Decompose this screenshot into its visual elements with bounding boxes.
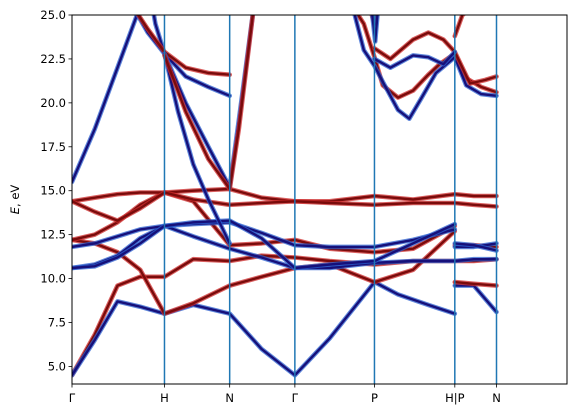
y-axis-label-symbol: E <box>8 206 22 214</box>
y-tick-label: 10.0 <box>40 272 66 286</box>
x-tick-label: Γ <box>292 391 299 405</box>
plot-frame <box>71 14 568 385</box>
y-tick-label: 5.0 <box>48 359 66 373</box>
band-line <box>137 15 231 76</box>
band-series-red-11 <box>135 15 232 77</box>
x-tick-label: N <box>492 391 501 405</box>
band-line <box>353 15 498 120</box>
y-tick-label: 25.0 <box>40 8 66 22</box>
x-tick-label: P <box>371 391 378 405</box>
x-tick-label: H|P <box>445 391 465 405</box>
y-axis-label-unit: , eV <box>8 185 22 207</box>
x-tick-label: Γ <box>69 391 76 405</box>
y-axis-ticks: 5.0 7.5 10.0 12.5 15.0 17.5 20.0 22.5 25.0 <box>40 8 72 373</box>
band-series-blue-15 <box>352 15 499 121</box>
band-series-red-20 <box>452 15 467 39</box>
y-tick-label: 15.0 <box>40 184 66 198</box>
band-line <box>163 15 255 191</box>
y-tick-label: 17.5 <box>40 140 66 154</box>
band-line <box>72 15 231 245</box>
x-tick-label: H <box>160 391 169 405</box>
x-tick-label: N <box>225 391 234 405</box>
band-line <box>373 50 456 69</box>
band-series-blue-9 <box>72 15 232 246</box>
y-tick-label: 20.0 <box>40 96 66 110</box>
band-series-blue-17 <box>372 49 458 70</box>
band-series-red-13 <box>162 15 256 192</box>
y-tick-label: 12.5 <box>40 228 66 242</box>
y-tick-label: 7.5 <box>48 316 66 330</box>
y-axis-label: E, eV <box>8 185 22 215</box>
y-tick-label: 22.5 <box>40 52 66 66</box>
symmetry-lines <box>163 15 498 384</box>
x-axis-ticks: Γ H N Γ P H|P N <box>69 384 501 405</box>
band-line <box>453 15 465 38</box>
band-series-red-16 <box>372 30 499 86</box>
band-line <box>373 31 498 85</box>
